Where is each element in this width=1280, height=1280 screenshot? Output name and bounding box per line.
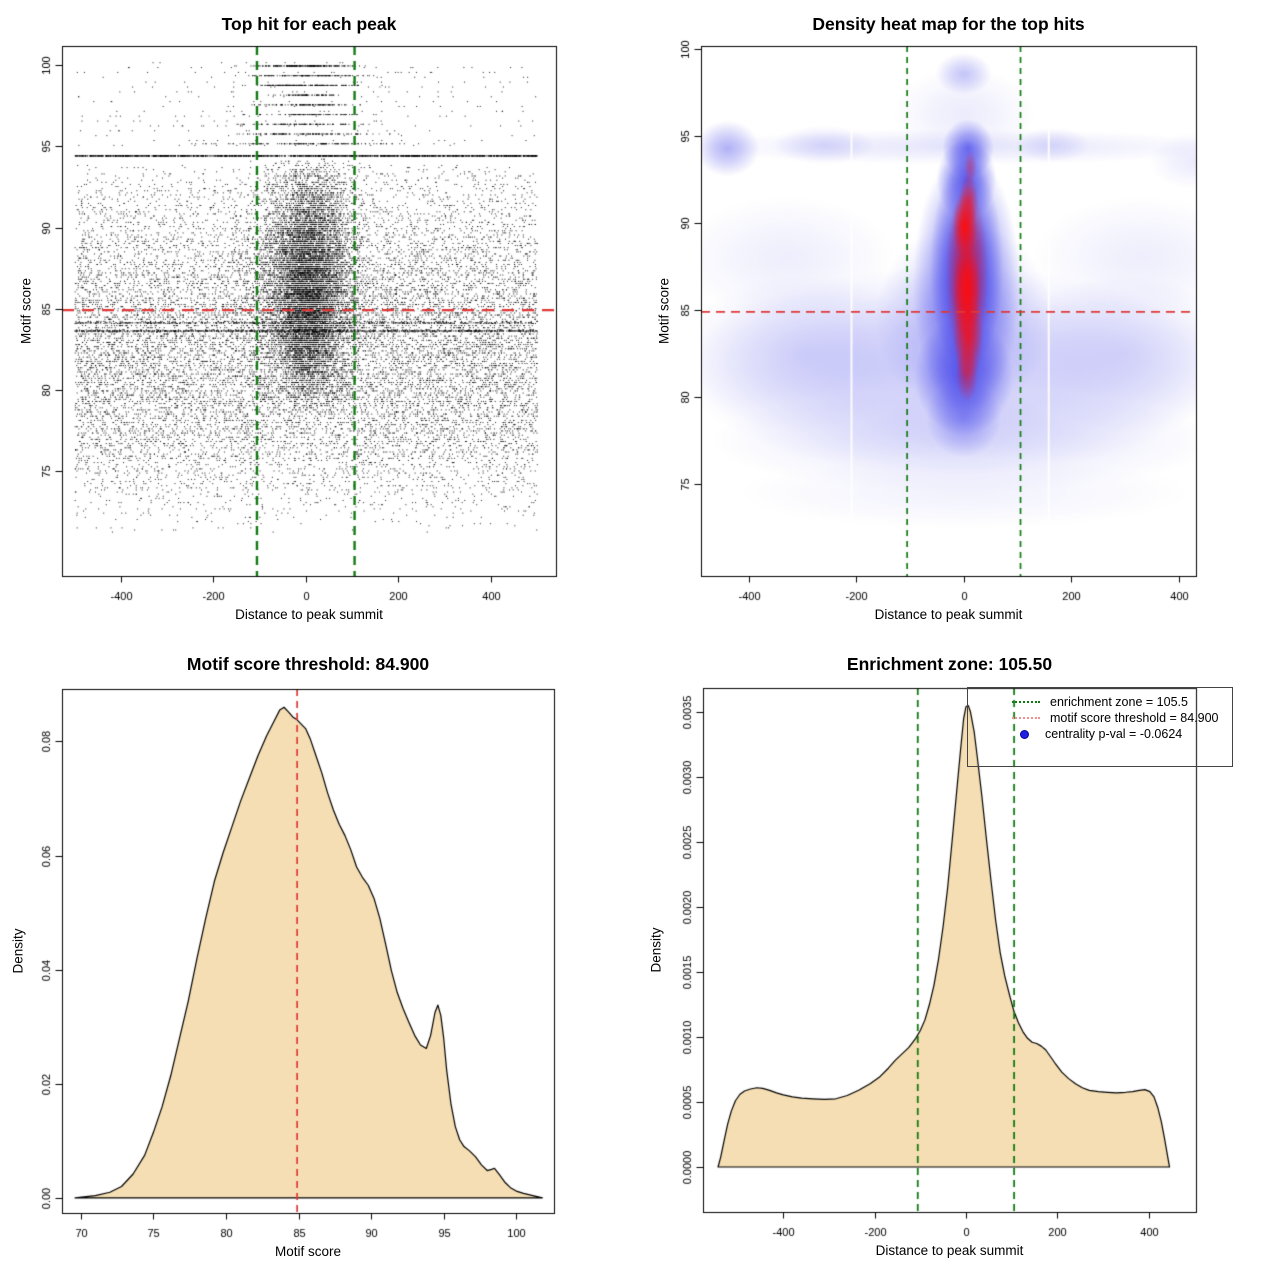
y-axis-label: Density	[10, 928, 26, 974]
y-axis-label: Motif score	[18, 277, 34, 345]
panel-enrichment-zone-density: Enrichment zone: 105.50 Distance to peak…	[640, 640, 1280, 1280]
panel-top-hit-scatter: Top hit for each peak Distance to peak s…	[0, 0, 640, 640]
y-axis-label: Density	[648, 927, 664, 973]
legend-label: enrichment zone = 105.5	[1050, 695, 1188, 709]
scatter-canvas	[0, 0, 640, 640]
panel-title: Top hit for each peak	[221, 14, 397, 34]
panel-title: Motif score threshold: 84.900	[186, 654, 430, 674]
legend-item-enrichment-zone: enrichment zone = 105.5	[968, 694, 1232, 710]
y-axis-label: Motif score	[656, 277, 672, 345]
x-axis-label: Distance to peak summit	[874, 607, 1023, 622]
heatmap-canvas	[640, 0, 1280, 640]
legend-item-motif-score-threshold: motif score threshold = 84.900	[968, 710, 1232, 726]
distance-density-canvas	[640, 640, 1280, 1280]
legend-item-centrality-pval: centrality p-val = -0.0624	[968, 726, 1232, 742]
score-density-canvas	[0, 640, 640, 1280]
legend: enrichment zone = 105.5 motif score thre…	[967, 687, 1233, 767]
panel-motif-score-density: Motif score threshold: 84.900 Motif scor…	[0, 640, 640, 1280]
panel-title: Density heat map for the top hits	[812, 14, 1085, 34]
panel-density-heatmap: Density heat map for the top hits Distan…	[640, 0, 1280, 640]
legend-label: motif score threshold = 84.900	[1050, 711, 1219, 725]
red-dotted-line-swatch	[1012, 717, 1040, 719]
x-axis-label: Motif score	[274, 1244, 342, 1259]
x-axis-label: Distance to peak summit	[235, 607, 383, 622]
panel-title: Enrichment zone: 105.50	[846, 654, 1053, 674]
legend-label: centrality p-val = -0.0624	[1045, 727, 1183, 741]
green-dotted-line-swatch	[1012, 701, 1040, 703]
blue-dot-swatch	[1020, 729, 1029, 739]
x-axis-label: Distance to peak summit	[875, 1243, 1024, 1258]
